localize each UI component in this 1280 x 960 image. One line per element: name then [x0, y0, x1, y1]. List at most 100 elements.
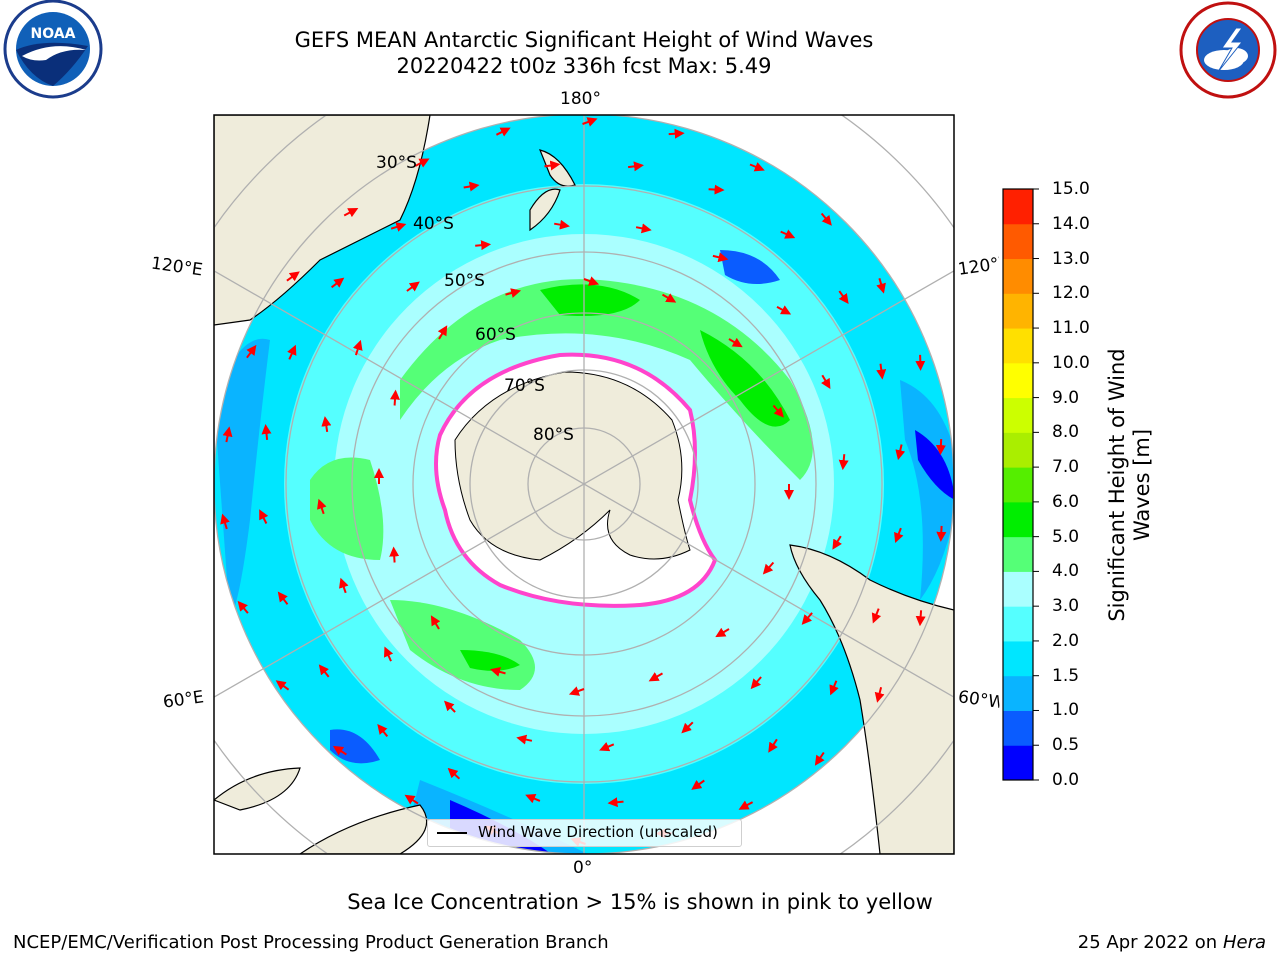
- graticule: [214, 115, 954, 854]
- colorbar-swatch: [1003, 467, 1033, 503]
- colorbar-swatch: [1003, 293, 1033, 329]
- colorbar-swatch: [1003, 501, 1033, 538]
- wave-direction-arrow: [935, 439, 946, 456]
- colorbar-swatch: [1003, 328, 1033, 364]
- colorbar-tick-label: 1.0: [1052, 700, 1080, 721]
- lat-label-50: 50°S: [444, 271, 485, 291]
- lat-label-70: 70°S: [504, 376, 545, 396]
- wave-direction-arrow: [708, 184, 725, 195]
- wave-direction-arrow: [762, 561, 775, 575]
- footer-date: 25 Apr 2022 on Hera: [1078, 932, 1266, 953]
- wave-direction-arrow: [505, 288, 522, 298]
- colorbar-tick-label: 0.5: [1052, 735, 1080, 756]
- wave-direction-arrow: [330, 277, 345, 289]
- footer-credit: NCEP/EMC/Verification Post Processing Pr…: [13, 932, 609, 953]
- colorbar-tick-label: 14.0: [1052, 213, 1090, 234]
- wave-direction-arrow: [286, 271, 300, 282]
- wave-direction-arrow: [715, 627, 730, 638]
- colorbar-tick-label: 3.0: [1052, 596, 1080, 617]
- wave-direction-arrow: [894, 527, 904, 544]
- wave-direction-arrow: [728, 337, 743, 348]
- colorbar-tick-label: 5.0: [1052, 526, 1080, 547]
- legend-line-swatch: [437, 832, 467, 834]
- wave-direction-arrow: [814, 751, 825, 766]
- wave-direction-arrow: [832, 535, 842, 550]
- colorbar-tick-label: 10.0: [1052, 352, 1090, 373]
- colorbar-swatch: [1003, 189, 1033, 225]
- wave-direction-arrow: [339, 577, 349, 594]
- wave-direction-arrow: [582, 117, 598, 127]
- wave-direction-arrow: [583, 276, 600, 286]
- wave-direction-arrow: [404, 794, 419, 805]
- nws-logo-icon: [1179, 1, 1277, 99]
- colorbar-swatch: [1003, 675, 1033, 711]
- wave-direction-arrow: [321, 416, 332, 433]
- colorbar-title-line2: Waves [m]: [1130, 428, 1154, 542]
- wave-direction-arrow: [444, 700, 456, 713]
- wave-direction-arrow: [895, 444, 906, 461]
- noaa-logo-icon: NOAA: [3, 0, 103, 99]
- colorbar-swatch: [1003, 362, 1033, 399]
- wave-direction-arrow: [220, 513, 230, 530]
- wave-direction-arrow: [820, 212, 832, 226]
- wave-direction-arrow: [277, 591, 289, 605]
- colorbar-swatch: [1003, 571, 1033, 607]
- colorbar-swatch: [1003, 397, 1033, 433]
- wave-direction-arrow: [343, 208, 359, 218]
- colorbar-title-line1: Significant Height of Wind: [1105, 348, 1129, 622]
- wave-direction-arrow: [661, 293, 677, 303]
- colorbar-tick-label: 15.0: [1052, 179, 1090, 199]
- wave-direction-arrow: [871, 608, 882, 624]
- wave-direction-arrow: [876, 363, 887, 380]
- colorbar-swatch: [1003, 606, 1033, 642]
- wave-direction-arrow: [495, 127, 511, 137]
- wave-direction-arrow: [414, 158, 430, 168]
- wave-direction-arrow: [246, 344, 257, 359]
- wave-direction-arrow: [437, 325, 448, 340]
- wave-direction-arrow: [821, 374, 831, 390]
- wave-direction-arrow: [801, 612, 813, 625]
- footer-date-text: 25 Apr 2022 on: [1077, 932, 1223, 953]
- map-frame: [213, 114, 955, 855]
- wave-direction-arrow: [490, 667, 506, 677]
- wave-direction-arrow: [874, 687, 885, 703]
- wave-direction-arrow: [275, 680, 290, 691]
- wave-direction-arrow: [691, 779, 705, 790]
- wave-direction-arrow: [599, 741, 615, 752]
- lat-label-30: 30°S: [376, 153, 417, 173]
- wave-direction-arrow: [430, 615, 441, 630]
- lat-label-40: 40°S: [413, 214, 454, 234]
- legend-label: Wind Wave Direction (unscaled): [478, 823, 718, 841]
- wave-direction-arrow: [475, 240, 492, 251]
- wave-direction-arrow: [318, 664, 330, 678]
- colorbar-swatch: [1003, 710, 1033, 746]
- lat-label-60: 60°S: [475, 325, 516, 345]
- wave-direction-arrow: [352, 339, 363, 356]
- colorbar: [1003, 188, 1039, 781]
- wave-direction-arrow: [237, 600, 249, 614]
- colorbar-swatch: [1003, 432, 1033, 468]
- wave-direction-arrow: [259, 509, 269, 524]
- wave-direction-arrow: [447, 767, 461, 780]
- map-title: GEFS MEAN Antarctic Significant Height o…: [294, 28, 874, 52]
- wave-direction-arrow: [749, 162, 765, 172]
- wave-direction-arrow: [516, 734, 533, 745]
- wave-direction-arrow: [772, 404, 784, 418]
- wave-direction-arrow: [332, 745, 347, 756]
- wave-direction-arrow: [838, 454, 849, 471]
- colorbar-tick-label: 8.0: [1052, 422, 1080, 443]
- wave-direction-arrow: [377, 723, 389, 738]
- map-subtitle: 20220422 t00z 336h fcst Max: 5.49: [396, 54, 772, 78]
- colorbar-tick-label: 11.0: [1052, 318, 1090, 339]
- colorbar-tick-label: 4.0: [1052, 561, 1080, 582]
- wave-direction-arrow: [829, 680, 839, 696]
- wave-direction-arrow: [525, 794, 541, 804]
- wave-direction-arrow: [222, 426, 233, 443]
- sea-ice-note: Sea Ice Concentration > 15% is shown in …: [347, 890, 933, 914]
- colorbar-swatch: [1003, 536, 1033, 572]
- wave-direction-arrow: [554, 219, 570, 230]
- wave-direction-arrow: [648, 672, 663, 682]
- wave-direction-arrow: [287, 344, 297, 360]
- wave-direction-arrow: [681, 721, 694, 734]
